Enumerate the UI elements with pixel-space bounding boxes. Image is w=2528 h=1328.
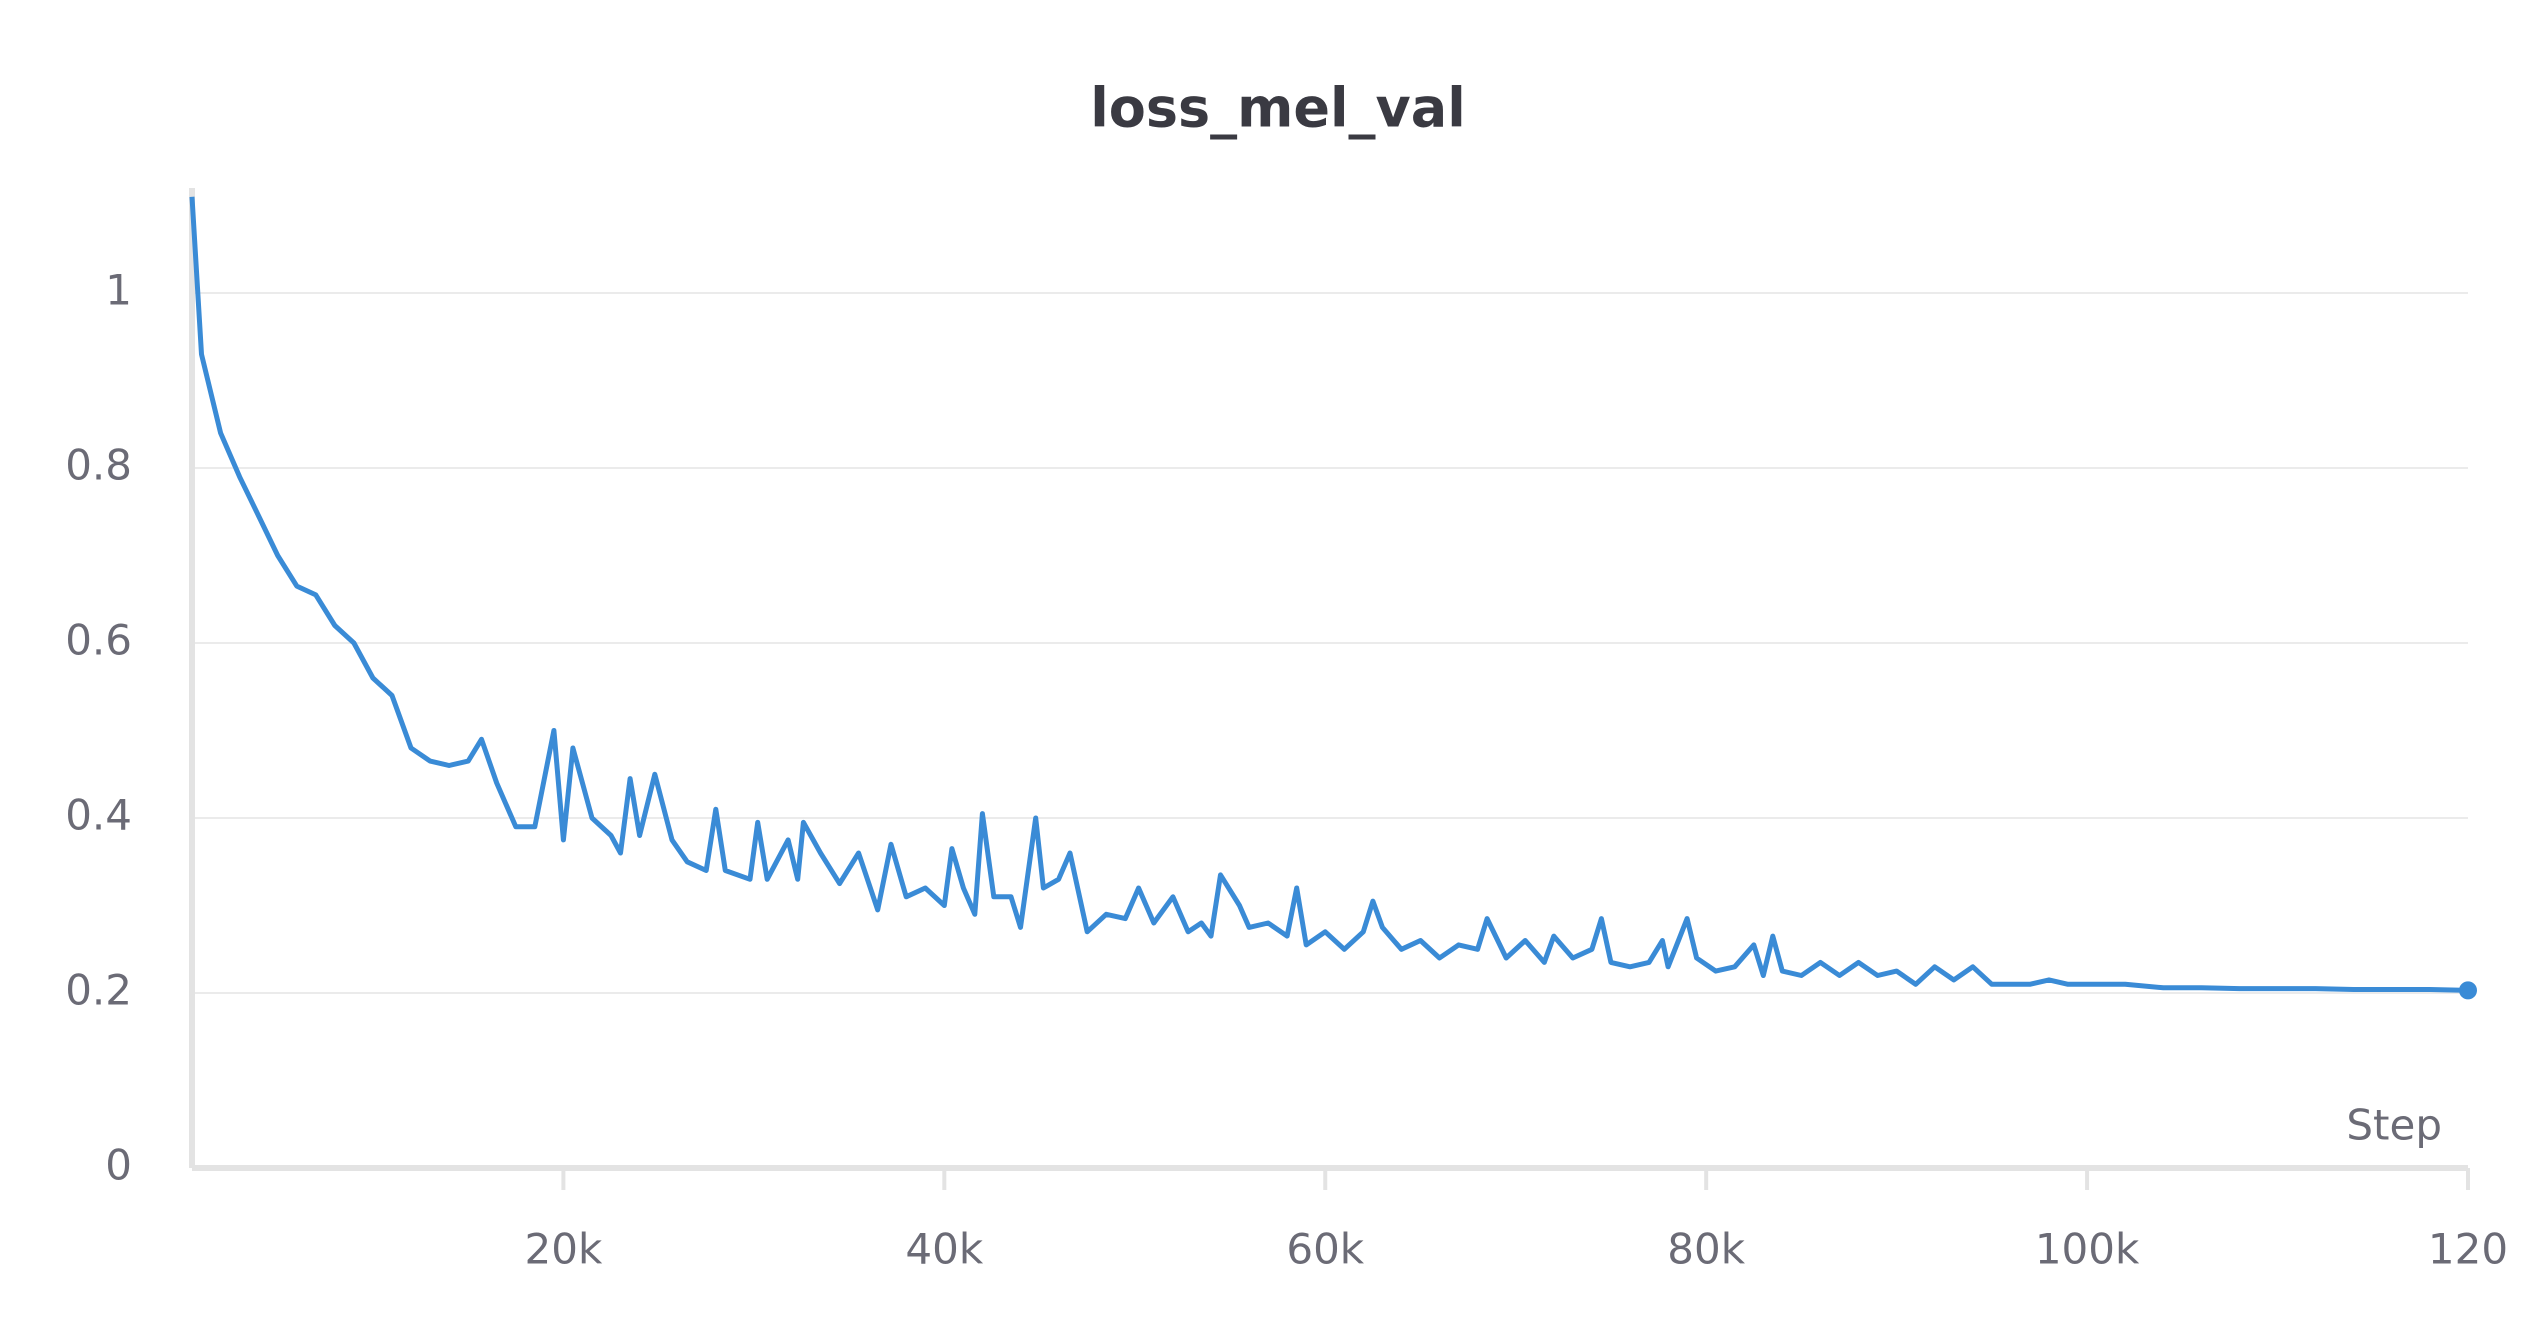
x-axis-label: Step — [2346, 1101, 2442, 1150]
x-tick-label: 100k — [2035, 1225, 2140, 1274]
y-tick-label: 1 — [105, 266, 132, 315]
y-tick-label: 0.4 — [65, 791, 132, 840]
y-tick-label: 0.2 — [65, 966, 132, 1015]
x-tick-label: 120 — [2428, 1225, 2508, 1274]
y-tick-label: 0.6 — [65, 616, 132, 665]
y-tick-label: 0 — [105, 1141, 132, 1190]
x-tick-label: 60k — [1286, 1225, 1364, 1274]
y-tick-label: 0.8 — [65, 441, 132, 490]
x-tick-label: 80k — [1667, 1225, 1745, 1274]
chart-title: loss_mel_val — [1090, 77, 1465, 140]
end-point — [2459, 981, 2477, 1000]
data-line — [189, 196, 2469, 993]
x-tick-label: 20k — [525, 1225, 603, 1274]
x-tick-label: 40k — [905, 1225, 983, 1274]
